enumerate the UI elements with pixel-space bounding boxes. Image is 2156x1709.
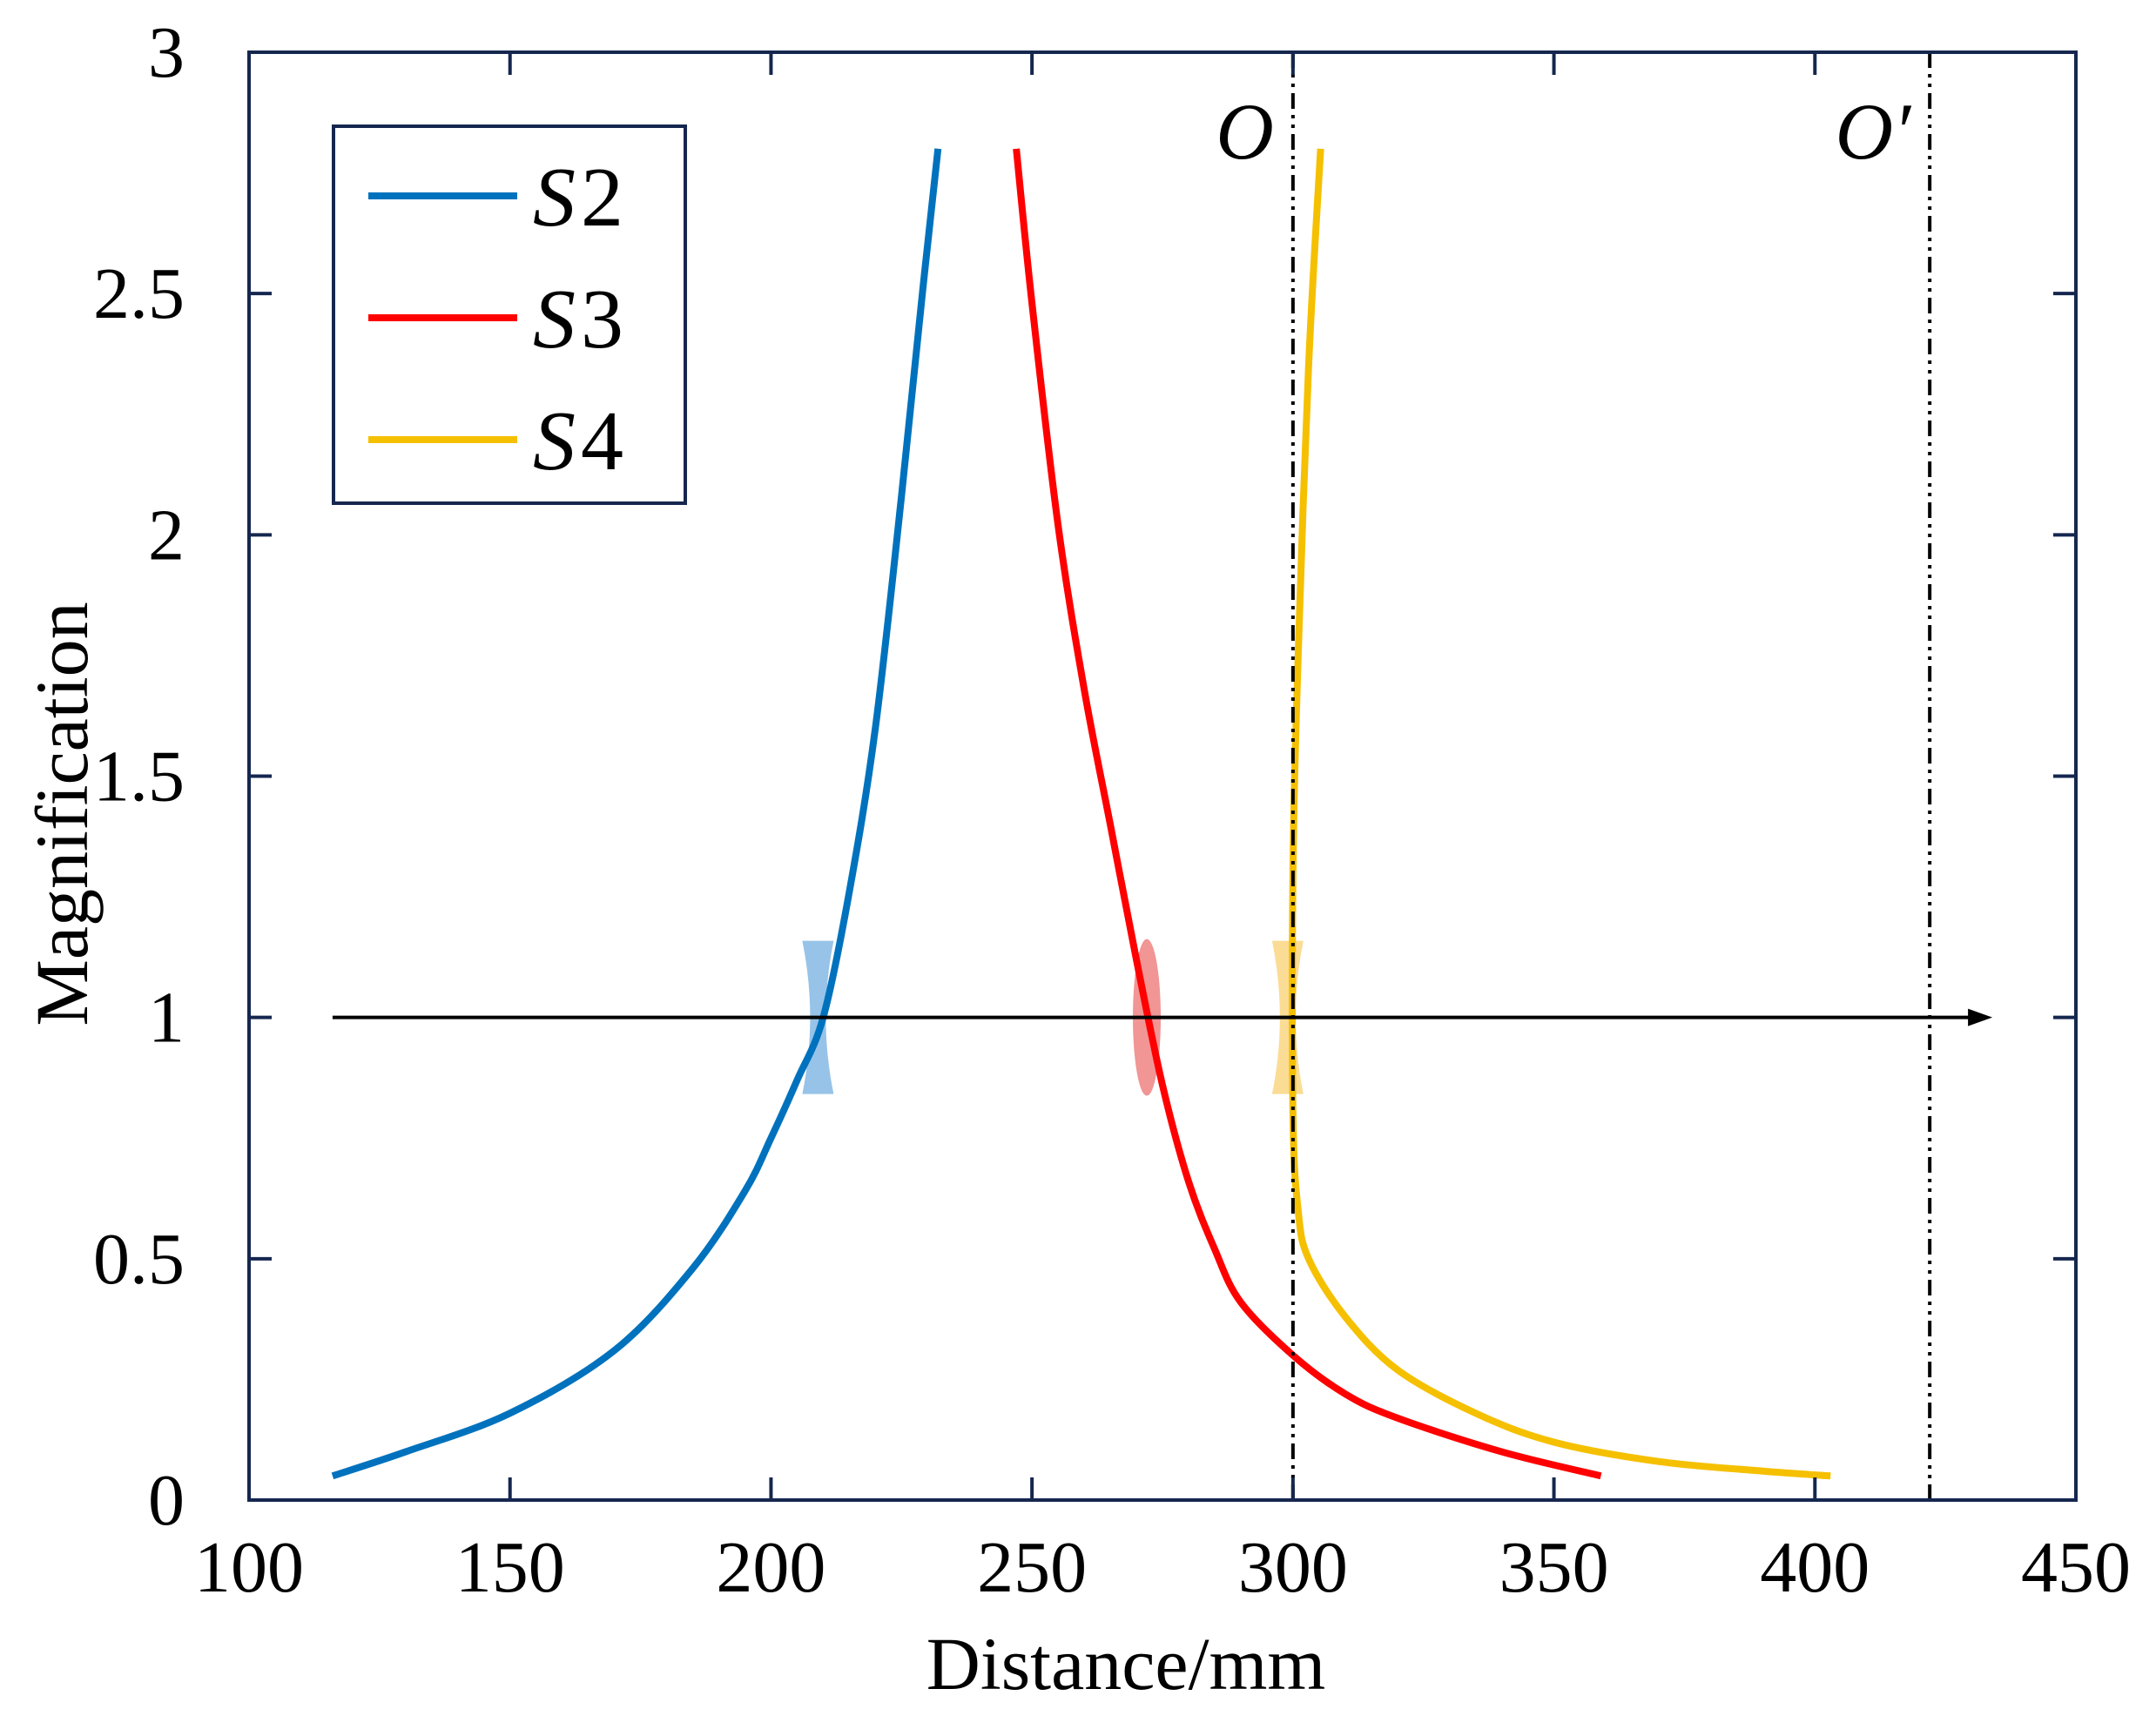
x-tick-label-5: 350 [1499, 1527, 1609, 1608]
legend-label-s2: S2 [533, 151, 623, 245]
reference-line-labels: O O′ [1216, 87, 1912, 176]
legend-label-letter: S [533, 151, 576, 245]
y-axis-title: Magnification [20, 602, 104, 1026]
legend-label-index: 2 [581, 151, 623, 245]
x-tick-label-3: 250 [977, 1527, 1087, 1608]
x-tick-labels: 100 150 200 250 300 350 400 450 [194, 1527, 2131, 1608]
y-tick-label-6: 3 [148, 12, 185, 93]
y-tick-label-0: 0 [148, 1460, 185, 1541]
legend-label-letter: S [533, 394, 576, 488]
x-tick-label-4: 300 [1238, 1527, 1348, 1608]
y-tick-label-5: 2.5 [93, 253, 185, 334]
x-tick-label-6: 400 [1760, 1527, 1870, 1608]
x-tick-label-7: 450 [2021, 1527, 2131, 1608]
series-line-s3 [1013, 148, 1602, 1480]
y-tick-label-1: 0.5 [93, 1219, 185, 1300]
legend-label-s4: S4 [533, 394, 623, 488]
legend-label-index: 3 [581, 272, 623, 367]
x-axis-title: Distance/mm [926, 1622, 1326, 1706]
y-tick-label-3: 1.5 [93, 737, 185, 817]
series-lines [331, 148, 1831, 1480]
x-tick-label-1: 150 [455, 1527, 565, 1608]
reference-label-2: O′ [1836, 87, 1912, 176]
x-tick-label-0: 100 [194, 1527, 304, 1608]
y-tick-labels: 0 0.5 1 1.5 2 2.5 3 [93, 12, 185, 1541]
reference-label-1: O [1216, 87, 1273, 176]
series-line-s2 [331, 148, 942, 1480]
y-tick-label-4: 2 [148, 495, 185, 575]
legend-label-index: 4 [581, 394, 623, 488]
x-tick-label-2: 200 [716, 1527, 825, 1608]
series-line-s4 [1289, 148, 1831, 1480]
y-tick-label-2: 1 [148, 978, 185, 1059]
optical-axis-arrowhead [1968, 1008, 1993, 1026]
optical-axis [332, 1008, 1993, 1026]
legend-label-letter: S [533, 272, 576, 367]
legend-label-s3: S3 [533, 272, 623, 367]
plot-frame [247, 50, 2078, 1502]
